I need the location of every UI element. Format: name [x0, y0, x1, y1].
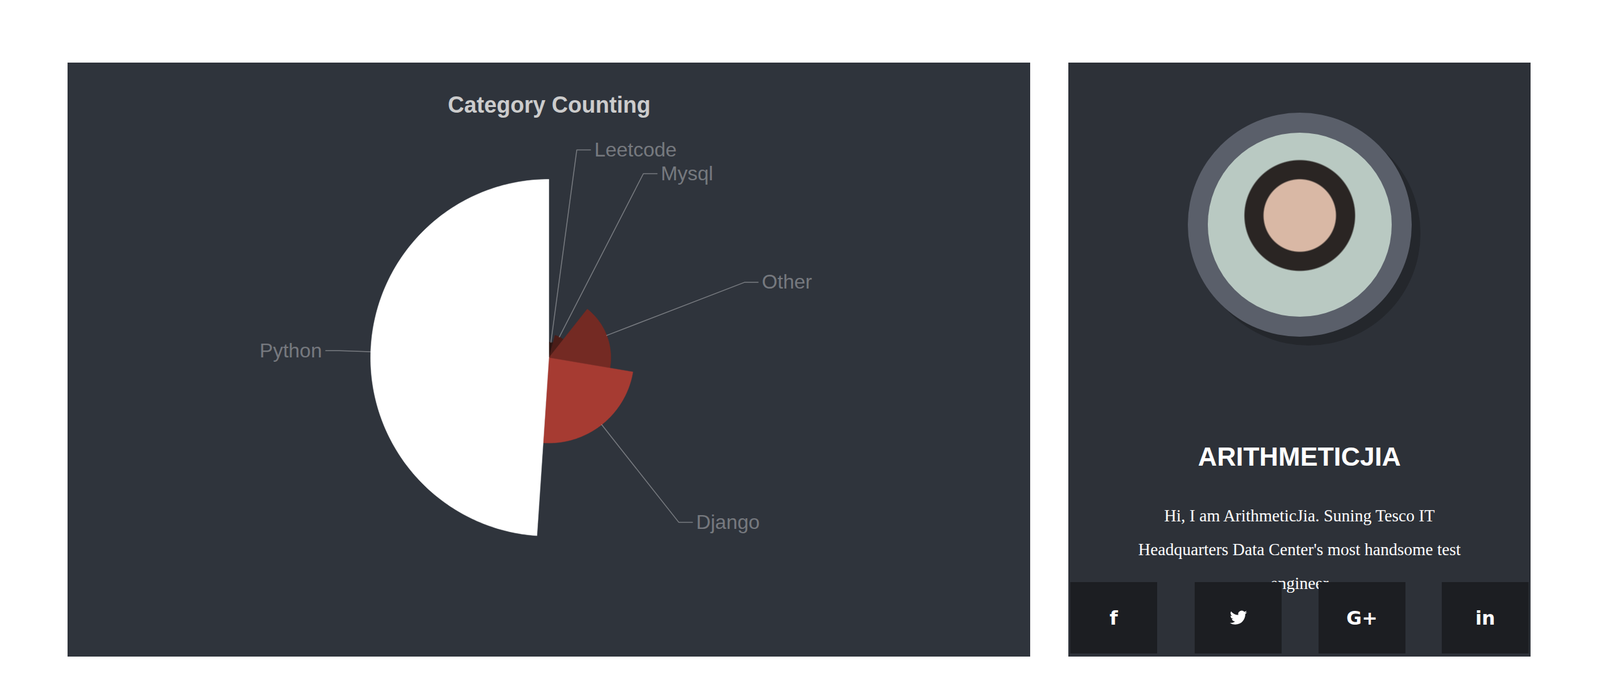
html-text:Hi, I am ArithmeticJia. Suning: Hi, I am ArithmeticJia. Suning Tesco IT …: [1138, 506, 1461, 593]
html-text:in: in: [1475, 606, 1496, 629]
svg-text:Django: Django: [696, 510, 760, 533]
svg-text:Python: Python: [259, 339, 323, 362]
svg-text:Category Counting: Category Counting: [447, 91, 651, 118]
svg-text:Other: Other: [761, 270, 812, 293]
html-text:G+: G+: [1346, 606, 1378, 629]
svg-text:Mysql: Mysql: [661, 162, 714, 185]
html-text:ARITHMETICJIA: ARITHMETICJIA: [1197, 441, 1401, 471]
svg-text:Leetcode: Leetcode: [594, 138, 677, 161]
html-text:f: f: [1109, 606, 1118, 629]
